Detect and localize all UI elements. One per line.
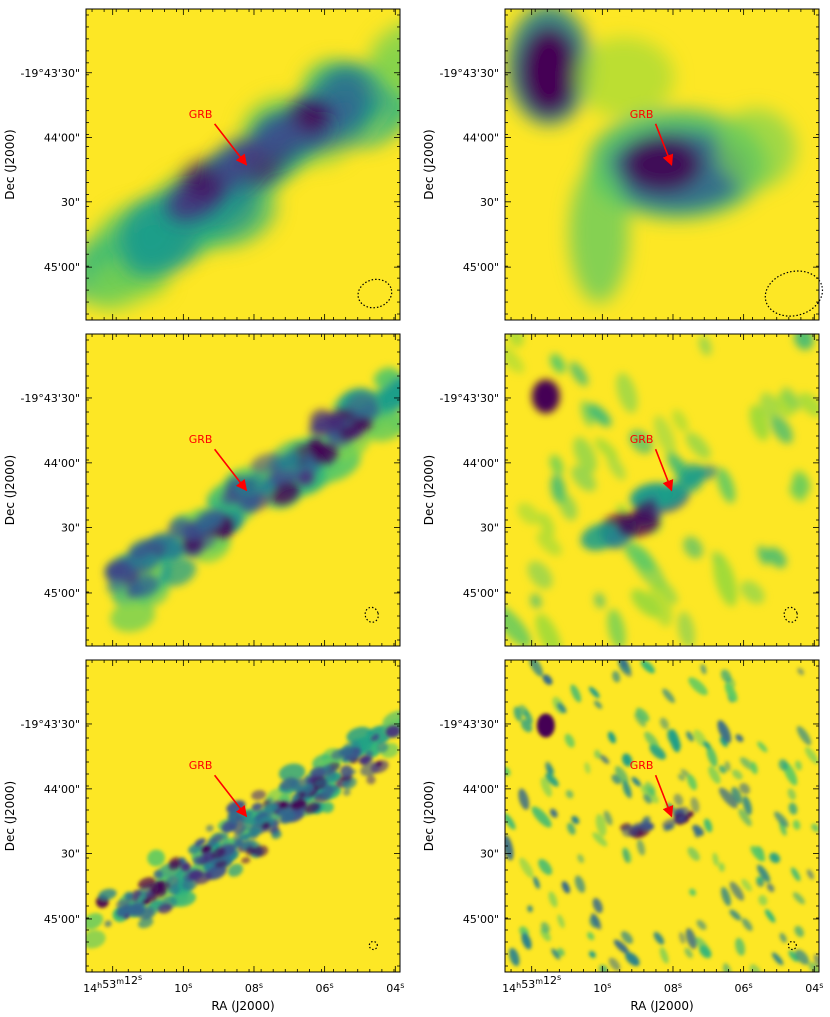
y-tick-label: 45'00" [44,261,80,274]
x-tick-label: 06s [316,981,334,995]
panel-frame [504,659,820,973]
x-tick-label: 08s [664,981,682,995]
x-axis-label: RA (J2000) [211,999,274,1013]
ticks [505,9,819,320]
grb-arrow [654,774,674,818]
y-axis-label: Dec (J2000) [3,455,17,525]
grb-arrow [213,123,248,166]
grb-arrow [213,448,248,492]
y-tick-label: 45'00" [44,913,80,926]
y-axis-label: Dec (J2000) [3,129,17,199]
ticks [86,660,400,972]
y-axis: -19°43'30" 44'00" 30" 45'00" Dec (J2000) [3,718,80,926]
x-tick-label: 04s [386,981,404,995]
emission-map [506,9,797,303]
grb-arrow [654,448,674,492]
x-axis-label: RA (J2000) [630,999,693,1013]
y-tick-label: 30" [61,847,80,860]
emission-map [505,660,819,972]
beam-ellipse [357,278,393,309]
y-tick-label: 45'00" [463,913,499,926]
beam-ellipse [764,270,824,317]
ticks [86,334,400,646]
y-axis: -19°43'30" 44'00" 30" 45'00" Dec (J2000) [422,67,499,274]
grb-label: GRB [630,759,654,772]
panel-r2-c1: GRB -19°43'30" 44'00" 30" 45'00" Dec (J2000) [3,333,401,647]
ticks [505,660,819,972]
panel-frame [504,8,820,321]
y-axis-label: Dec (J2000) [422,781,436,851]
x-axis: 14h53m12s 10s 08s 06s 04s RA (J2000) [502,973,823,1013]
y-tick-label: 44'00" [463,783,499,796]
y-tick-label: -19°43'30" [20,718,80,731]
panel-frame [85,333,401,647]
y-axis: -19°43'30" 44'00" 30" 45'00" Dec (J2000) [3,67,80,274]
y-tick-label: 44'00" [463,131,499,144]
y-tick-label: 44'00" [44,457,80,470]
y-tick-label: -19°43'30" [20,392,80,405]
ticks [86,9,400,320]
panel-r1-c1: GRB -19°43'30" 44'00" 30" 45'00" Dec (J2000) [3,8,401,321]
panel-r1-c2: GRB -19°43'30" 44'00" 30" 45'00" Dec (J2000) [422,8,824,321]
y-tick-label: 44'00" [44,131,80,144]
y-axis-label: Dec (J2000) [422,455,436,525]
y-tick-label: 30" [480,847,499,860]
y-tick-label: 30" [61,521,80,534]
grb-label: GRB [189,759,213,772]
y-tick-label: 44'00" [463,457,499,470]
y-axis: -19°43'30" 44'00" 30" 45'00" Dec (J2000) [422,718,499,926]
y-tick-label: -19°43'30" [439,392,499,405]
y-axis-label: Dec (J2000) [3,781,17,851]
x-axis: 14h53m12s 10s 08s 06s 04s RA (J2000) [83,973,404,1013]
grb-label: GRB [630,433,654,446]
ticks [505,334,819,646]
y-axis: -19°43'30" 44'00" 30" 45'00" Dec (J2000) [422,392,499,600]
beam-ellipse [783,606,798,623]
beam-ellipse [787,940,797,951]
y-axis: -19°43'30" 44'00" 30" 45'00" Dec (J2000) [3,392,80,600]
panel-frame [504,333,820,647]
y-tick-label: 30" [480,196,499,209]
x-tick-label: 14h53m12s [83,973,142,995]
x-tick-label: 14h53m12s [502,973,561,995]
y-tick-label: 30" [61,196,80,209]
y-tick-label: -19°43'30" [20,67,80,80]
emission-map [104,367,400,632]
beam-ellipse [368,940,378,951]
y-tick-label: 30" [480,521,499,534]
grb-label: GRB [189,108,213,121]
x-tick-label: 10s [174,981,192,995]
panel-r3-c2: GRB -19°43'30" 44'00" 30" 45'00" Dec (J2000) 1… [422,659,823,1013]
emission-map [86,710,400,949]
panel-frame [85,8,401,321]
emission-map [86,16,400,311]
x-tick-label: 06s [735,981,753,995]
x-tick-label: 08s [245,981,263,995]
panel-r2-c2: GRB -19°43'30" 44'00" 30" 45'00" Dec (J2000) [422,333,820,647]
grb-arrow [213,774,248,818]
y-tick-label: 45'00" [463,587,499,600]
panel-frame [85,659,401,973]
grb-label: GRB [189,433,213,446]
y-tick-label: 45'00" [463,261,499,274]
x-tick-label: 04s [805,981,823,995]
emission-map [505,334,819,646]
y-tick-label: 44'00" [44,783,80,796]
y-tick-label: 45'00" [44,587,80,600]
y-tick-label: -19°43'30" [439,718,499,731]
beam-ellipse [364,606,379,623]
panel-r3-c1: GRB -19°43'30" 44'00" 30" 45'00" Dec (J2000) 1… [3,659,404,1013]
y-axis-label: Dec (J2000) [422,129,436,199]
grb-label: GRB [630,108,654,121]
x-tick-label: 10s [593,981,611,995]
y-tick-label: -19°43'30" [439,67,499,80]
grb-arrow [654,123,674,166]
